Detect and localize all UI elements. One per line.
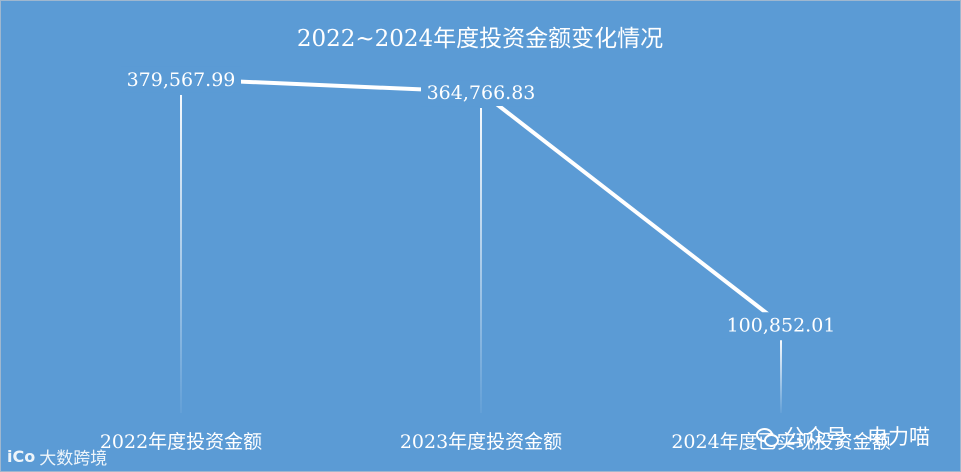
data-label: 379,567.99 xyxy=(127,69,236,91)
category-label: 2022年度投资金额 xyxy=(100,431,262,453)
data-label: 364,766.83 xyxy=(427,82,536,104)
data-label-bg xyxy=(121,66,241,93)
drop-line xyxy=(780,340,782,413)
data-label: 100,852.01 xyxy=(727,314,836,336)
drop-line xyxy=(180,94,182,414)
wechat-icon xyxy=(755,426,779,447)
data-label-bg xyxy=(721,312,841,339)
drop-line xyxy=(480,108,482,413)
chart-title: 2022~2024年度投资金额变化情况 xyxy=(297,26,663,52)
watermark-wechat: 公众号 · 电力喵 xyxy=(755,421,930,451)
category-label: 2023年度投资金额 xyxy=(400,431,562,453)
category-label: 2024年度已实现投资金额 xyxy=(671,431,890,453)
logo-icon: iCo xyxy=(7,447,36,466)
logo-text: 大数跨境 xyxy=(39,449,108,469)
data-label-bg xyxy=(421,80,541,107)
watermark-logo: iCo 大数跨境 xyxy=(7,444,107,469)
watermark-text: 公众号 · 电力喵 xyxy=(783,425,930,449)
